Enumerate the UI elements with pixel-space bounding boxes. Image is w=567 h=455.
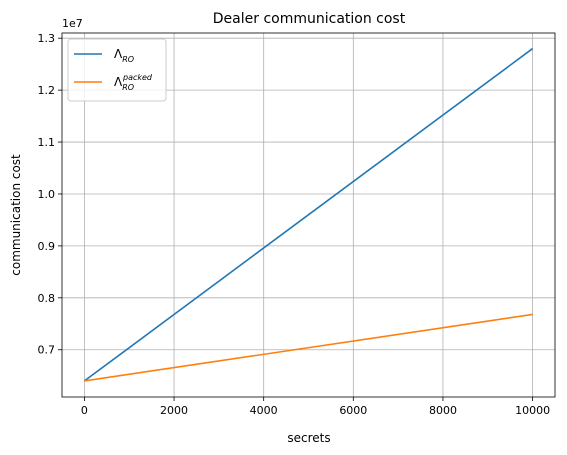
x-tick-label: 4000 — [250, 404, 278, 417]
y-tick-label: 1.0 — [38, 188, 56, 201]
grid — [62, 33, 555, 397]
chart-title: Dealer communication cost — [213, 11, 406, 27]
x-tick-label: 8000 — [429, 404, 457, 417]
x-tick-label: 10000 — [515, 404, 550, 417]
y-scale-label: 1e7 — [62, 17, 83, 30]
legend-label: ΛRO — [114, 75, 134, 92]
plot-area — [61, 32, 556, 398]
y-axis-label: communication cost — [9, 154, 23, 276]
legend-label: ΛRO — [114, 47, 134, 64]
y-tick-label: 0.9 — [38, 240, 56, 253]
series-group — [83, 47, 534, 382]
x-tick-label: 0 — [81, 404, 88, 417]
series-line-1 — [83, 47, 534, 382]
y-tick-label: 1.2 — [38, 84, 56, 97]
y-tick-label: 1.1 — [38, 136, 56, 149]
x-axis-ticks: 0 2000 4000 6000 8000 10000 — [81, 397, 550, 417]
y-tick-label: 0.8 — [38, 292, 56, 305]
y-tick-label: 0.7 — [38, 344, 56, 357]
y-axis-ticks: 0.7 0.8 0.9 1.0 1.1 1.2 1.3 — [38, 32, 62, 357]
legend-label-superscript: packed — [122, 73, 153, 82]
x-tick-label: 6000 — [339, 404, 367, 417]
y-tick-label: 1.3 — [38, 32, 56, 45]
series-line-2 — [84, 313, 533, 382]
x-axis-label: secrets — [287, 431, 330, 445]
x-tick-label: 2000 — [160, 404, 188, 417]
